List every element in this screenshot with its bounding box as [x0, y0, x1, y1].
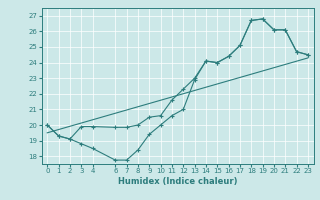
X-axis label: Humidex (Indice chaleur): Humidex (Indice chaleur): [118, 177, 237, 186]
